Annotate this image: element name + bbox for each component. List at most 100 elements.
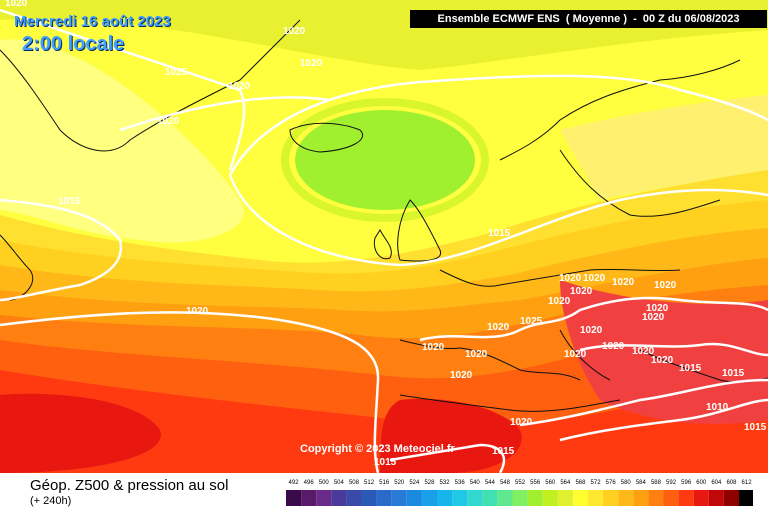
isobar-label: 1020 [559,273,582,284]
isobars [0,8,768,473]
isobar-label: 1020 [510,417,533,428]
isobar-label: 1020 [465,349,488,360]
scale-swatch [406,490,422,506]
scale-swatch [376,490,392,506]
scale-tick-label: 504 [334,480,345,486]
scale-tick-label: 600 [696,480,707,486]
scale-swatch [663,490,679,506]
scale-tick-label: 512 [364,480,375,486]
scale-swatch [482,490,498,506]
scale-swatch [467,490,483,506]
copyright-text: Copyright © 2023 Meteociel.fr [300,443,455,455]
scale-tick-label: 596 [681,480,692,486]
scale-tick-label: 540 [470,480,481,486]
isobar-label: 1020 [548,296,571,307]
scale-swatch [572,490,588,506]
forecast-date: Mercredi 16 août 2023 [14,13,171,30]
scale-swatch [437,490,453,506]
isobar-label: 1020 [570,286,593,297]
scale-swatch [693,490,709,506]
scale-swatch [316,490,332,506]
isobar-label: 1020 [186,306,209,317]
isobar-label: 1015 [58,196,81,207]
isobar-label: 1015 [488,228,511,239]
scale-swatch [497,490,513,506]
isobar-label: 1025 [520,316,543,327]
scale-swatch [603,490,619,506]
scale-swatch [331,490,347,506]
scale-tick-label: 524 [409,480,420,486]
scale-swatch [648,490,664,506]
isobar-label: 1020 [5,0,28,9]
isobar-labels: 1020 1020 1020 1025 1020 1020 1015 1015 … [5,0,767,468]
isobar-label: 1020 [651,355,674,366]
scale-tick-label: 548 [500,480,511,486]
isobar-label: 1020 [300,58,323,69]
isobar-label: 1020 [450,370,473,381]
z500-band-red-east [560,280,768,424]
scale-tick-label: 544 [485,480,496,486]
scale-swatch [739,490,753,506]
scale-swatch [452,490,468,506]
scale-tick-label: 508 [349,480,360,486]
z500-band-pale-east [560,95,768,200]
scale-swatch [512,490,528,506]
scale-tick-label: 604 [711,480,722,486]
scale-tick-label: 560 [545,480,556,486]
scale-tick-label: 532 [440,480,451,486]
isobar-label: 1020 [580,325,603,336]
scale-swatch [346,490,362,506]
scale-swatch [527,490,543,506]
z500-low-center [295,110,475,210]
scale-tick-label: 568 [575,480,586,486]
map-subtitle: (+ 240h) [30,495,72,507]
isobar-label: 1020 [564,349,587,360]
scale-tick-label: 492 [289,480,300,486]
scale-tick-label: 556 [530,480,541,486]
z500-band-red3 [0,393,161,473]
isobar-label: 1010 [706,402,729,413]
isobar-label: 1015 [492,446,515,457]
scale-tick-label: 588 [651,480,662,486]
isobar-label: 1015 [679,363,702,374]
isobar-label: 1015 [722,368,745,379]
model-label: Ensemble ECMWF ENS ( Moyenne ) - 00 Z du… [410,10,767,28]
z500-band-red4 [380,398,522,473]
isobar-label: 1020 [602,341,625,352]
isobar-label: 1020 [612,277,635,288]
map-title: Géop. Z500 & pression au sol [30,477,229,494]
isobar-label: 1020 [646,303,669,314]
scale-tick-label: 520 [394,480,405,486]
scale-tick-label: 500 [319,480,330,486]
scale-swatch [542,490,558,506]
isobar-label: 1020 [583,273,606,284]
isobar-label: 1020 [228,81,251,92]
scale-tick-label: 592 [666,480,677,486]
isobar-label: 1020 [283,26,306,37]
isobar-label: 1015 [374,457,397,468]
z500-low-outer [281,98,489,222]
scale-swatch [588,490,604,506]
scale-tick-label: 584 [636,480,647,486]
isobar-label: 1025 [165,67,188,78]
z500-band-pale [0,39,244,243]
legend-footer: Géop. Z500 & pression au sol (+ 240h) 49… [0,473,768,512]
scale-swatch [391,490,407,506]
scale-swatch [678,490,694,506]
scale-swatch [633,490,649,506]
scale-tick-label: 580 [621,480,632,486]
scale-swatch [723,490,739,506]
scale-tick-label: 536 [455,480,466,486]
isobar-label: 1020 [487,322,510,333]
scale-tick-label: 528 [424,480,435,486]
scale-tick-label: 608 [726,480,737,486]
scale-swatch [301,490,317,506]
weather-map: 1020 1020 1020 1025 1020 1020 1015 1015 … [0,0,768,473]
isobar-label: 1015 [744,422,767,433]
scale-swatch [421,490,437,506]
scale-tick-label: 572 [591,480,602,486]
scale-tick-label: 576 [606,480,617,486]
color-scale: 492 496 500 504 508 512 516 520 524 528 532 536 540 5… [286,480,753,506]
scale-swatch [361,490,377,506]
scale-tick-label: 516 [379,480,390,486]
